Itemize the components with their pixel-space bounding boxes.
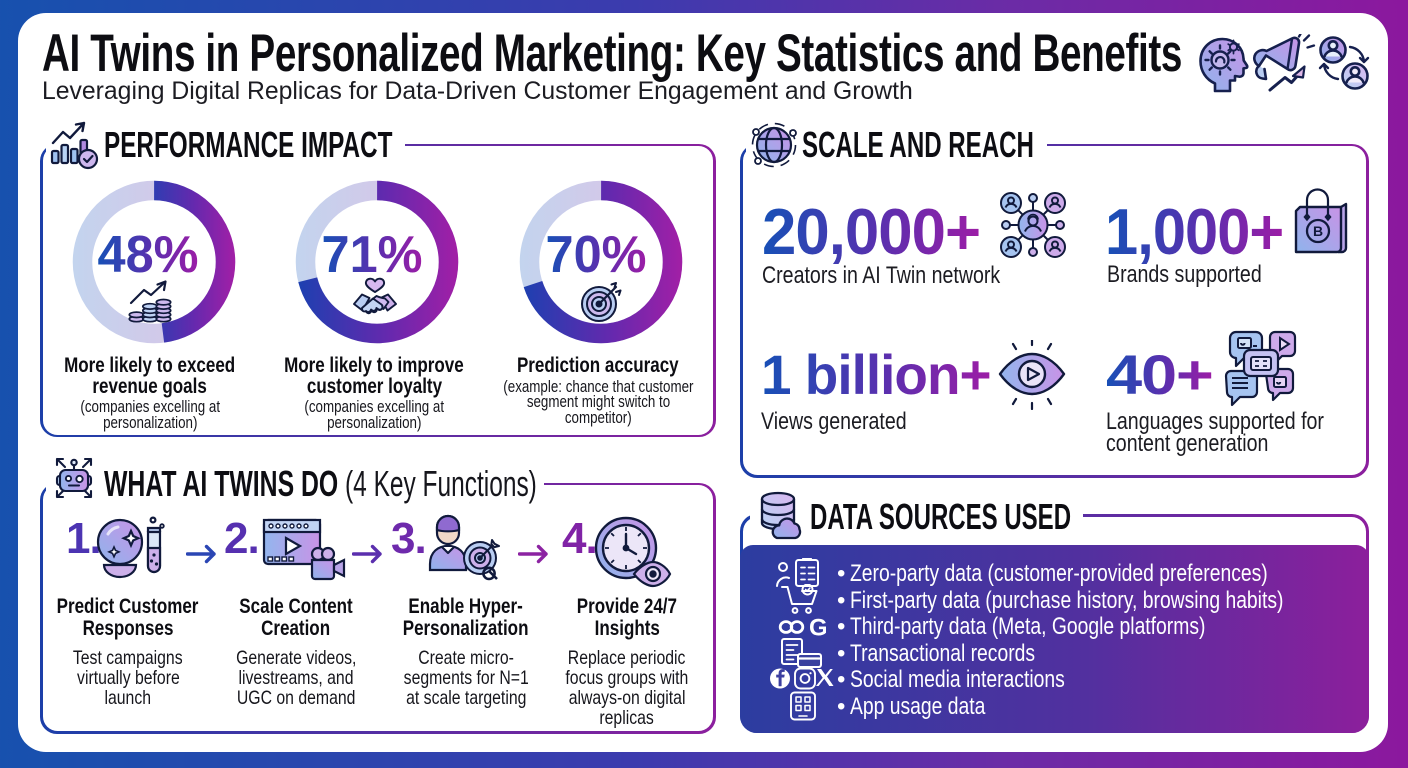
svg-text:G: G	[809, 615, 826, 641]
svg-text:B: B	[1313, 223, 1323, 239]
